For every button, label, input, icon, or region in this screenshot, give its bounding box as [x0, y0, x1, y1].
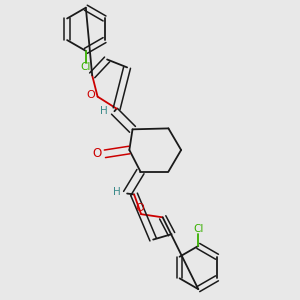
- Text: O: O: [136, 203, 145, 213]
- Text: H: H: [100, 106, 108, 116]
- Text: O: O: [86, 90, 95, 100]
- Text: Cl: Cl: [193, 224, 203, 234]
- Text: Cl: Cl: [81, 62, 91, 72]
- Text: O: O: [92, 147, 102, 160]
- Text: H: H: [113, 187, 121, 196]
